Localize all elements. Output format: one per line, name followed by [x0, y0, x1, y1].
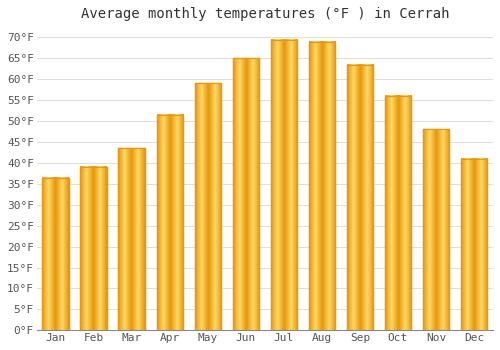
Title: Average monthly temperatures (°F ) in Cerrah: Average monthly temperatures (°F ) in Ce…	[80, 7, 449, 21]
Bar	[308, 42, 335, 330]
Bar	[118, 148, 145, 330]
Bar	[194, 83, 221, 330]
Bar	[384, 96, 411, 330]
Bar	[460, 159, 487, 330]
Bar	[80, 167, 107, 330]
Bar	[346, 65, 374, 330]
Bar	[118, 148, 145, 330]
Bar	[422, 130, 450, 330]
Bar	[42, 177, 69, 330]
Bar	[308, 42, 335, 330]
Bar	[194, 83, 221, 330]
Bar	[270, 40, 297, 330]
Bar	[156, 115, 183, 330]
Bar	[346, 65, 374, 330]
Bar	[384, 96, 411, 330]
Bar	[422, 130, 450, 330]
Bar	[42, 177, 69, 330]
Bar	[460, 159, 487, 330]
Bar	[270, 40, 297, 330]
Bar	[156, 115, 183, 330]
Bar	[80, 167, 107, 330]
Bar	[232, 58, 259, 330]
Bar	[232, 58, 259, 330]
